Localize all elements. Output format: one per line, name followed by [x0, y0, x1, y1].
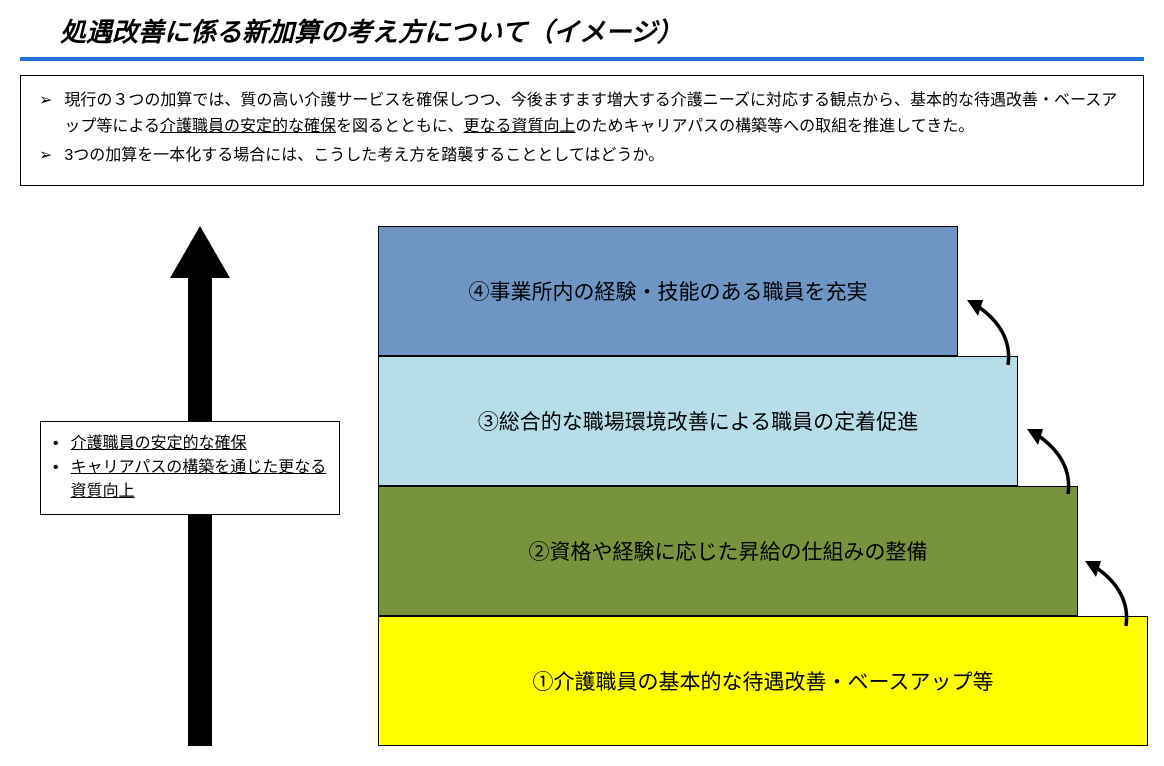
side-note-box: •介護職員の安定的な確保•キャリアパスの構築を通じた更なる資質向上: [40, 421, 340, 515]
side-box-item-text: 介護職員の安定的な確保: [71, 432, 247, 456]
step-label: ③総合的な職場環境改善による職員の定着促進: [478, 406, 918, 436]
bullet-icon: •: [53, 432, 59, 456]
chevron-right-icon: ➢: [39, 88, 52, 139]
side-box-item-text: キャリアパスの構築を通じた更なる資質向上: [71, 456, 327, 504]
intro-box: ➢現行の３つの加算では、質の高い介護サービスを確保しつつ、今後ますます増大する介…: [20, 75, 1144, 186]
intro-bullet: ➢現行の３つの加算では、質の高い介護サービスを確保しつつ、今後ますます増大する介…: [39, 88, 1125, 139]
intro-bullet-text: 現行の３つの加算では、質の高い介護サービスを確保しつつ、今後ますます増大する介護…: [64, 88, 1125, 139]
diagram-area: •介護職員の安定的な確保•キャリアパスの構築を通じた更なる資質向上 ④事業所内の…: [0, 226, 1164, 766]
step-label: ②資格や経験に応じた昇給の仕組みの整備: [529, 536, 928, 566]
step-label: ④事業所内の経験・技能のある職員を充実: [469, 276, 868, 306]
intro-bullet: ➢ 3つの加算を一本化する場合には、こうした考え方を踏襲することとしてはどうか。: [39, 143, 1125, 169]
arrow-head-icon: [170, 226, 230, 278]
side-box-item: • 介護職員の安定的な確保: [53, 432, 327, 456]
curved-arrow-icon: [958, 290, 1028, 375]
step-3: ③総合的な職場環境改善による職員の定着促進: [378, 356, 1018, 486]
step-label: ①介護職員の基本的な待遇改善・ベースアップ等: [533, 666, 994, 696]
step-2: ②資格や経験に応じた昇給の仕組みの整備: [378, 486, 1078, 616]
side-box-item: •キャリアパスの構築を通じた更なる資質向上: [53, 456, 327, 504]
title-underline: [20, 57, 1144, 61]
bullet-icon: •: [53, 456, 59, 504]
page-title: 処遇改善に係る新加算の考え方について（イメージ）: [0, 0, 1164, 57]
curved-arrow-icon: [1076, 551, 1146, 636]
chevron-right-icon: ➢: [39, 143, 52, 169]
step-1: ①介護職員の基本的な待遇改善・ベースアップ等: [378, 616, 1148, 746]
curved-arrow-icon: [1018, 419, 1088, 504]
step-4: ④事業所内の経験・技能のある職員を充実: [378, 226, 958, 356]
intro-bullet-text: 3つの加算を一本化する場合には、こうした考え方を踏襲することとしてはどうか。: [64, 143, 664, 169]
